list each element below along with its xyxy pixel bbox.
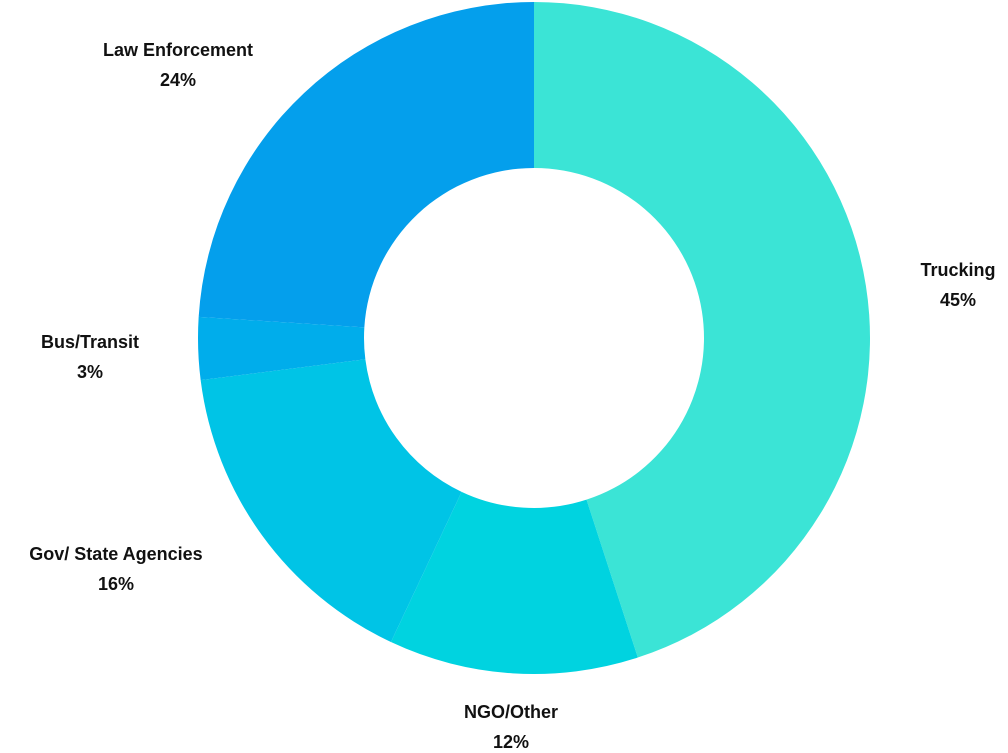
- slice-label: Gov/ State Agencies: [29, 544, 202, 564]
- slice-labels: Trucking 45% NGO/Other 12% Gov/ State Agenci…: [29, 40, 995, 752]
- slice-ngo-other: [390, 491, 638, 675]
- slice-value-label: 45%: [940, 290, 976, 310]
- slice-law-enforcement: [198, 2, 534, 328]
- donut-slices: [198, 2, 871, 675]
- slice-trucking: [534, 2, 871, 658]
- slice-gov-state-agencies: [200, 359, 462, 643]
- slice-value-label: 16%: [98, 574, 134, 594]
- slice-bus-transit: [198, 316, 366, 381]
- slice-label: NGO/Other: [464, 702, 558, 722]
- slice-value-label: 3%: [77, 362, 103, 382]
- slice-value-label: 12%: [493, 732, 529, 752]
- slice-label: Trucking: [920, 260, 995, 280]
- slice-label: Bus/Transit: [41, 332, 139, 352]
- slice-label: Law Enforcement: [103, 40, 253, 60]
- slice-value-label: 24%: [160, 70, 196, 90]
